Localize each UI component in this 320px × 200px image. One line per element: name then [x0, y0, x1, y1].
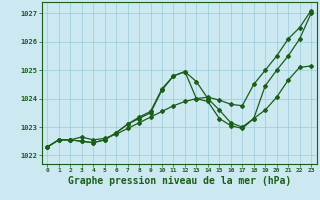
X-axis label: Graphe pression niveau de la mer (hPa): Graphe pression niveau de la mer (hPa)	[68, 176, 291, 186]
